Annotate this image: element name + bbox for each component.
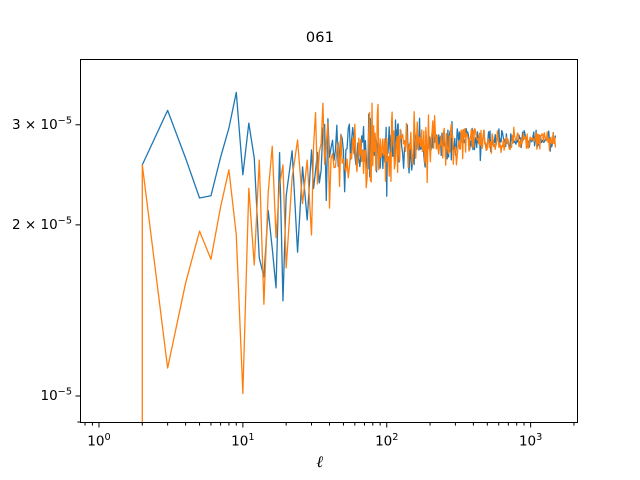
x-tick-label: 102 <box>375 432 399 450</box>
chart-title: 061 <box>305 30 335 46</box>
x-axis-tick-labels: 100 101 102 103 <box>0 432 640 458</box>
x-tick-label: 103 <box>518 432 543 450</box>
x-axis-label-text: ℓ <box>316 452 324 471</box>
series-2-line <box>141 102 557 422</box>
x-tick-label: 101 <box>231 432 255 450</box>
y-tick-label: 3 × 10−5 <box>12 115 72 133</box>
y-tick-label: 10−5 <box>40 386 72 404</box>
y-axis-tick-labels: 10−5 2 × 10−5 3 × 10−5 <box>0 59 72 423</box>
x-axis-label: ℓ <box>0 452 640 472</box>
series-1-line <box>141 91 557 302</box>
data-lines-svg <box>141 91 557 422</box>
plot-area <box>80 59 578 423</box>
y-tick-label: 2 × 10−5 <box>12 215 72 233</box>
x-tick-label: 100 <box>87 432 111 450</box>
